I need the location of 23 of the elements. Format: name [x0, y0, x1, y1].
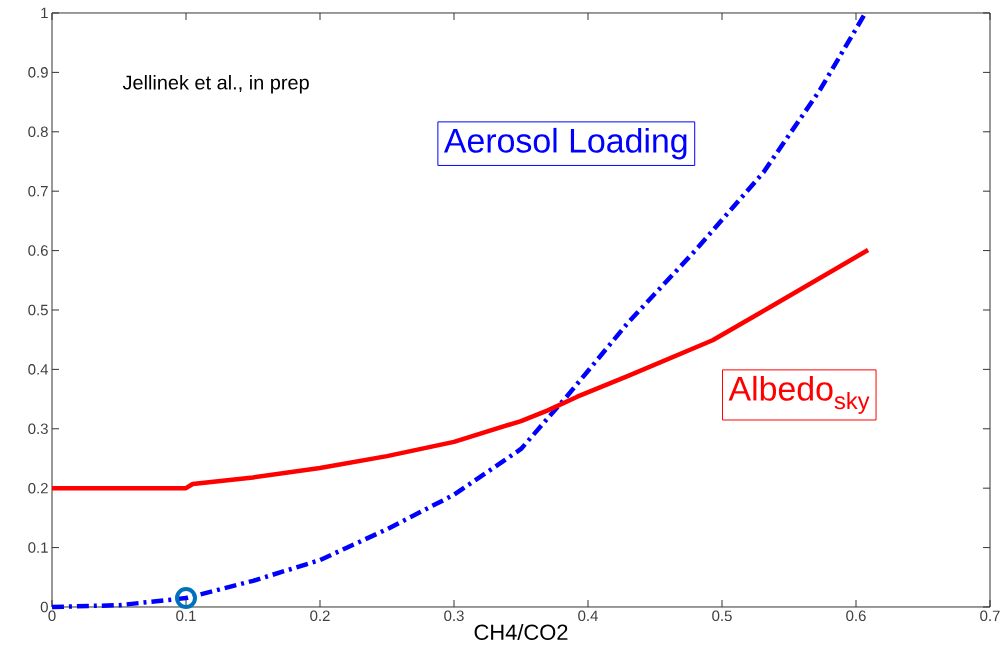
y-tick-label: 0 [40, 601, 48, 613]
y-tick-label: 0.2 [28, 482, 48, 494]
x-tick-label: 0.2 [310, 610, 330, 622]
x-axis-title: CH4/CO2 [474, 623, 568, 641]
y-tick-label: 0.8 [28, 126, 48, 138]
y-tick-label: 0.9 [28, 67, 48, 78]
x-tick-label: 0.5 [712, 610, 732, 622]
line-series [49, 247, 871, 491]
y-tick-label: 1 [41, 7, 48, 19]
x-tick-label: 0.1 [176, 610, 196, 622]
y-tick-label: 0.6 [28, 245, 48, 256]
series-label: Aerosol Loading [443, 127, 687, 160]
x-tick-label: 0.7 [980, 610, 1000, 622]
y-tick-label: 0.3 [28, 423, 48, 435]
x-tick-label: 0.6 [846, 610, 866, 622]
x-tick-label: 0.3 [444, 610, 464, 622]
y-tick-label: 0.5 [28, 304, 48, 316]
y-tick-label: 0.4 [28, 364, 49, 375]
x-tick-label: 0.4 [578, 610, 598, 622]
y-tick-label: 0.7 [28, 185, 48, 197]
y-tick-label: 0.1 [28, 542, 48, 553]
series-label: Albedo$_{sky}$ [728, 375, 870, 414]
annotation: Jellinek et al., in prep [122, 74, 309, 94]
